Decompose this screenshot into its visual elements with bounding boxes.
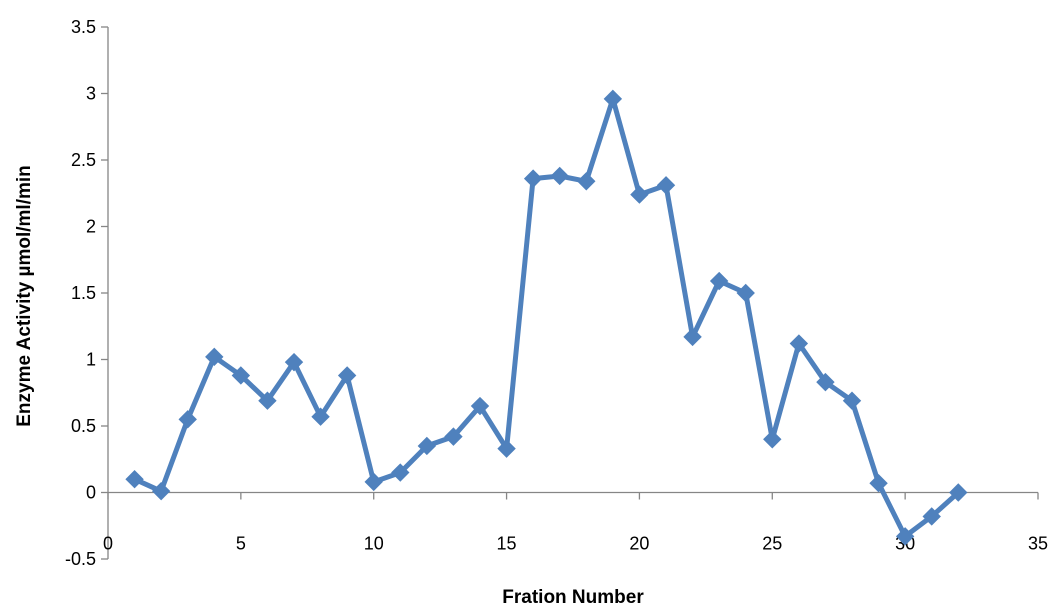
data-point-marker: [603, 89, 623, 109]
series-line: [132, 96, 961, 539]
series-layer: [125, 89, 968, 546]
data-point-marker: [683, 327, 702, 347]
data-point-marker: [258, 391, 277, 410]
data-point-marker: [630, 185, 649, 204]
x-tick-label: 0: [103, 534, 113, 554]
x-tick-label: 15: [497, 534, 517, 554]
data-point-marker: [417, 436, 437, 456]
y-tick-label: 3: [86, 84, 96, 104]
data-point-marker: [311, 407, 330, 426]
data-point-marker: [470, 396, 490, 416]
y-tick-label: 2: [86, 217, 96, 237]
data-point-marker: [205, 347, 224, 367]
data-point-marker: [523, 169, 543, 188]
data-point-marker: [763, 430, 782, 449]
data-point-marker: [577, 172, 596, 191]
axes: -0.500.511.522.533.505101520253035: [65, 17, 1048, 569]
data-point-marker: [125, 469, 144, 489]
data-point-marker: [550, 166, 569, 186]
data-point-marker: [444, 427, 463, 446]
data-point-marker: [284, 352, 304, 372]
y-tick-label: 0.5: [71, 416, 96, 436]
x-tick-label: 5: [236, 534, 246, 554]
data-point-marker: [497, 439, 516, 458]
data-point-marker: [842, 391, 862, 410]
data-point-marker: [178, 410, 197, 429]
x-tick-label: 20: [629, 534, 649, 554]
y-tick-label: 1: [86, 350, 96, 370]
data-point-marker: [656, 176, 676, 195]
y-axis-title: Enzyme Activity µmol/ml/min: [14, 165, 35, 427]
y-tick-label: 1.5: [71, 283, 96, 303]
data-point-marker: [337, 366, 357, 385]
data-point-marker: [895, 527, 915, 546]
data-point-marker: [789, 334, 809, 353]
data-point-marker: [736, 283, 755, 303]
x-tick-label: 10: [364, 534, 384, 554]
x-axis-title: Fration Number: [502, 587, 644, 608]
data-point-marker: [391, 463, 410, 482]
data-point-marker: [151, 481, 171, 501]
x-tick-label: 35: [1028, 534, 1048, 554]
data-point-marker: [816, 372, 835, 392]
data-point-marker: [922, 507, 941, 526]
data-point-marker: [364, 472, 383, 492]
y-tick-label: -0.5: [65, 549, 96, 569]
y-tick-label: 3.5: [71, 17, 96, 37]
data-point-marker: [709, 271, 729, 291]
y-tick-label: 2.5: [71, 150, 96, 170]
data-point-marker: [949, 483, 968, 502]
y-tick-label: 0: [86, 483, 96, 503]
data-point-marker: [231, 366, 251, 385]
data-point-marker: [869, 473, 888, 493]
x-tick-label: 25: [762, 534, 782, 554]
